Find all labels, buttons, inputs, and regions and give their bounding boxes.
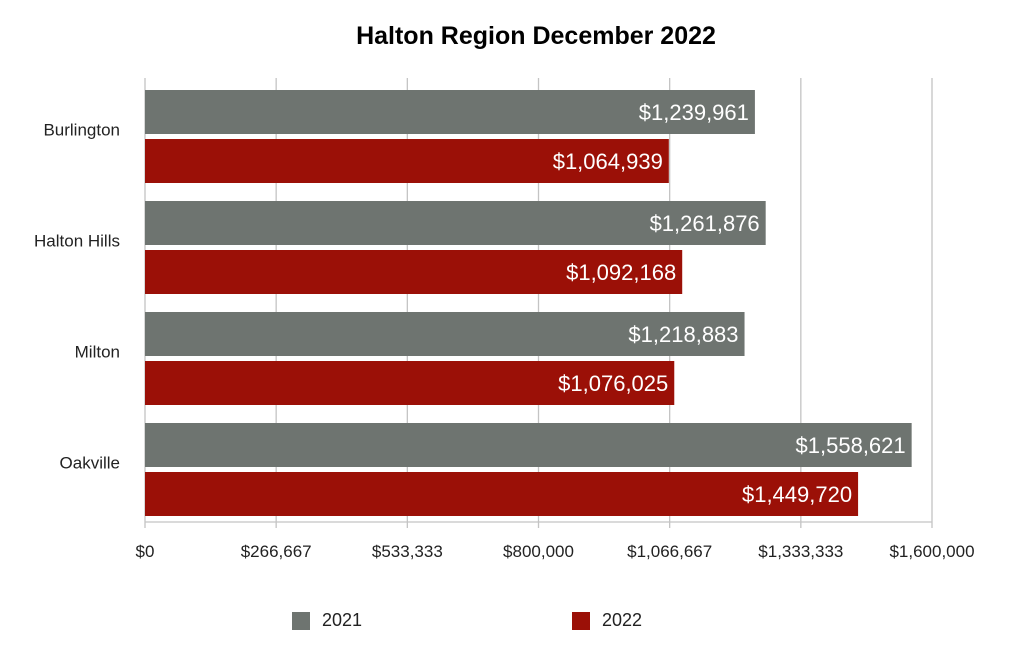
x-tick-label: $533,333 xyxy=(372,542,443,561)
category-labels: Burlington Halton Hills Milton Oakville xyxy=(34,121,120,473)
bar-2022-halton-hills xyxy=(145,250,683,294)
x-tick-label: $1,600,000 xyxy=(889,542,974,561)
bar-value-label: $1,218,883 xyxy=(628,322,738,347)
legend-swatch-2022 xyxy=(572,611,590,630)
bar-2021-burlington xyxy=(145,90,755,134)
x-tick-label: $800,000 xyxy=(503,542,574,561)
x-tick-labels: $0 $266,667 $533,333 $800,000 $1,066,667 $1,3… xyxy=(136,542,975,561)
legend-swatch-2021 xyxy=(292,611,310,630)
bar-value-label: $1,261,876 xyxy=(650,211,760,236)
bar-value-label: $1,239,961 xyxy=(639,100,749,125)
category-label: Burlington xyxy=(43,121,120,140)
legend-item-2022: 2022 xyxy=(572,610,642,631)
bar-value-label: $1,092,168 xyxy=(566,260,676,285)
legend-item-2021: 2021 xyxy=(292,610,362,631)
bar-value-label: $1,076,025 xyxy=(558,371,668,396)
x-tick-label: $1,066,667 xyxy=(627,542,712,561)
chart-title: Halton Region December 2022 xyxy=(356,22,716,50)
legend-label-2022: 2022 xyxy=(602,610,643,630)
category-label: Oakville xyxy=(60,454,120,473)
x-tick-label: $1,333,333 xyxy=(758,542,843,561)
bars xyxy=(145,90,912,516)
bar-labels: $1,239,961 $1,064,939 $1,261,876 $1,092,168… xyxy=(553,100,906,507)
category-label: Milton xyxy=(75,343,120,362)
bar-2022-milton xyxy=(145,361,675,405)
bar-2022-burlington xyxy=(145,139,669,183)
legend-label-2021: 2021 xyxy=(322,610,363,630)
x-tick-label: $0 xyxy=(136,542,155,561)
bar-value-label: $1,449,720 xyxy=(742,482,852,507)
bar-2021-oakville xyxy=(145,423,912,467)
bar-2022-oakville xyxy=(145,472,859,516)
bar-2021-halton-hills xyxy=(145,201,766,245)
bar-value-label: $1,064,939 xyxy=(553,149,663,174)
category-label: Halton Hills xyxy=(34,232,120,251)
x-tick-label: $266,667 xyxy=(241,542,312,561)
bar-value-label: $1,558,621 xyxy=(796,433,906,458)
bar-2021-milton xyxy=(145,312,745,356)
